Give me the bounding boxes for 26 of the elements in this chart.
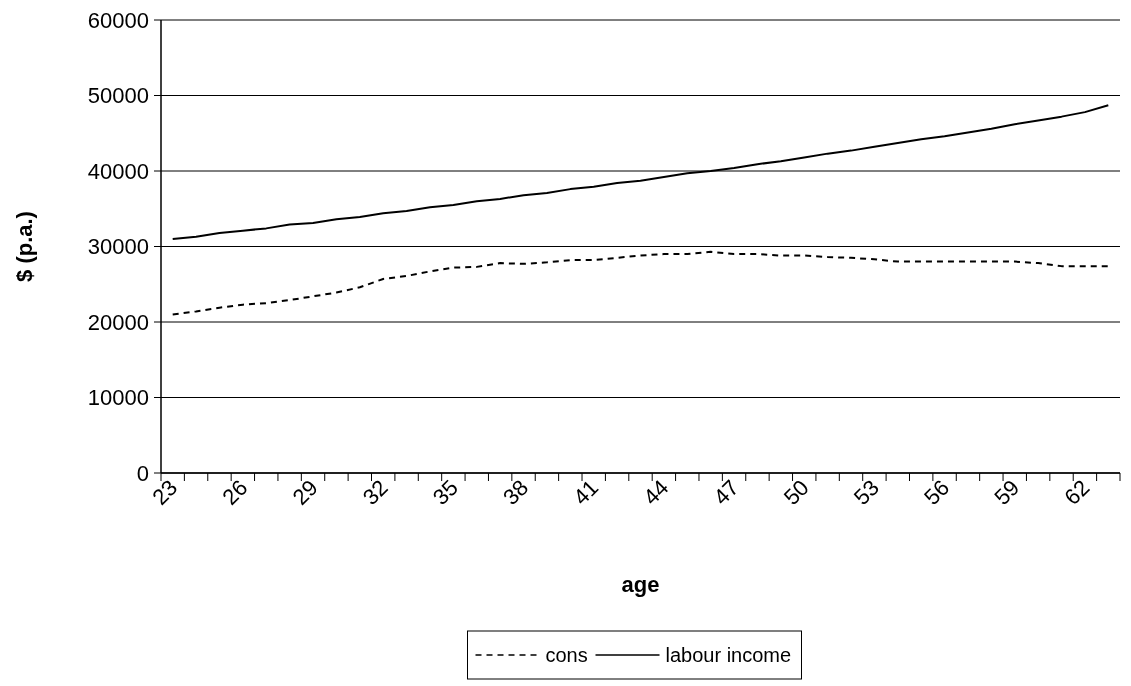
y-tick-label: 30000 bbox=[87, 234, 149, 260]
y-tick-label: 50000 bbox=[87, 83, 149, 109]
x-tick-label: 29 bbox=[287, 474, 323, 510]
x-tick-label: 32 bbox=[357, 474, 393, 510]
x-tick-label: 44 bbox=[638, 474, 674, 510]
x-tick-label: 47 bbox=[708, 474, 744, 510]
y-tick-label: 10000 bbox=[87, 385, 149, 411]
x-tick-label: 56 bbox=[919, 474, 955, 510]
y-tick-label: 0 bbox=[136, 460, 149, 486]
x-tick-label: 62 bbox=[1059, 474, 1095, 510]
x-tick-label: 41 bbox=[568, 474, 604, 510]
x-tick-label: 26 bbox=[217, 474, 253, 510]
x-axis-title: age bbox=[621, 572, 660, 597]
y-axis-title: $ (p.a.) bbox=[12, 211, 37, 282]
x-tick-label: 23 bbox=[147, 474, 183, 510]
y-tick-label: 40000 bbox=[87, 158, 149, 184]
y-tick-label: 20000 bbox=[87, 309, 149, 335]
x-tick-label: 53 bbox=[848, 474, 884, 510]
x-tick-label: 59 bbox=[989, 474, 1025, 510]
x-tick-label: 35 bbox=[427, 474, 463, 510]
legend-label: labour income bbox=[665, 644, 792, 666]
x-tick-label: 38 bbox=[498, 474, 534, 510]
y-tick-label: 60000 bbox=[87, 7, 149, 33]
legend-label: cons bbox=[545, 644, 588, 666]
x-tick-label: 50 bbox=[778, 474, 814, 510]
line-series bbox=[171, 250, 1110, 316]
